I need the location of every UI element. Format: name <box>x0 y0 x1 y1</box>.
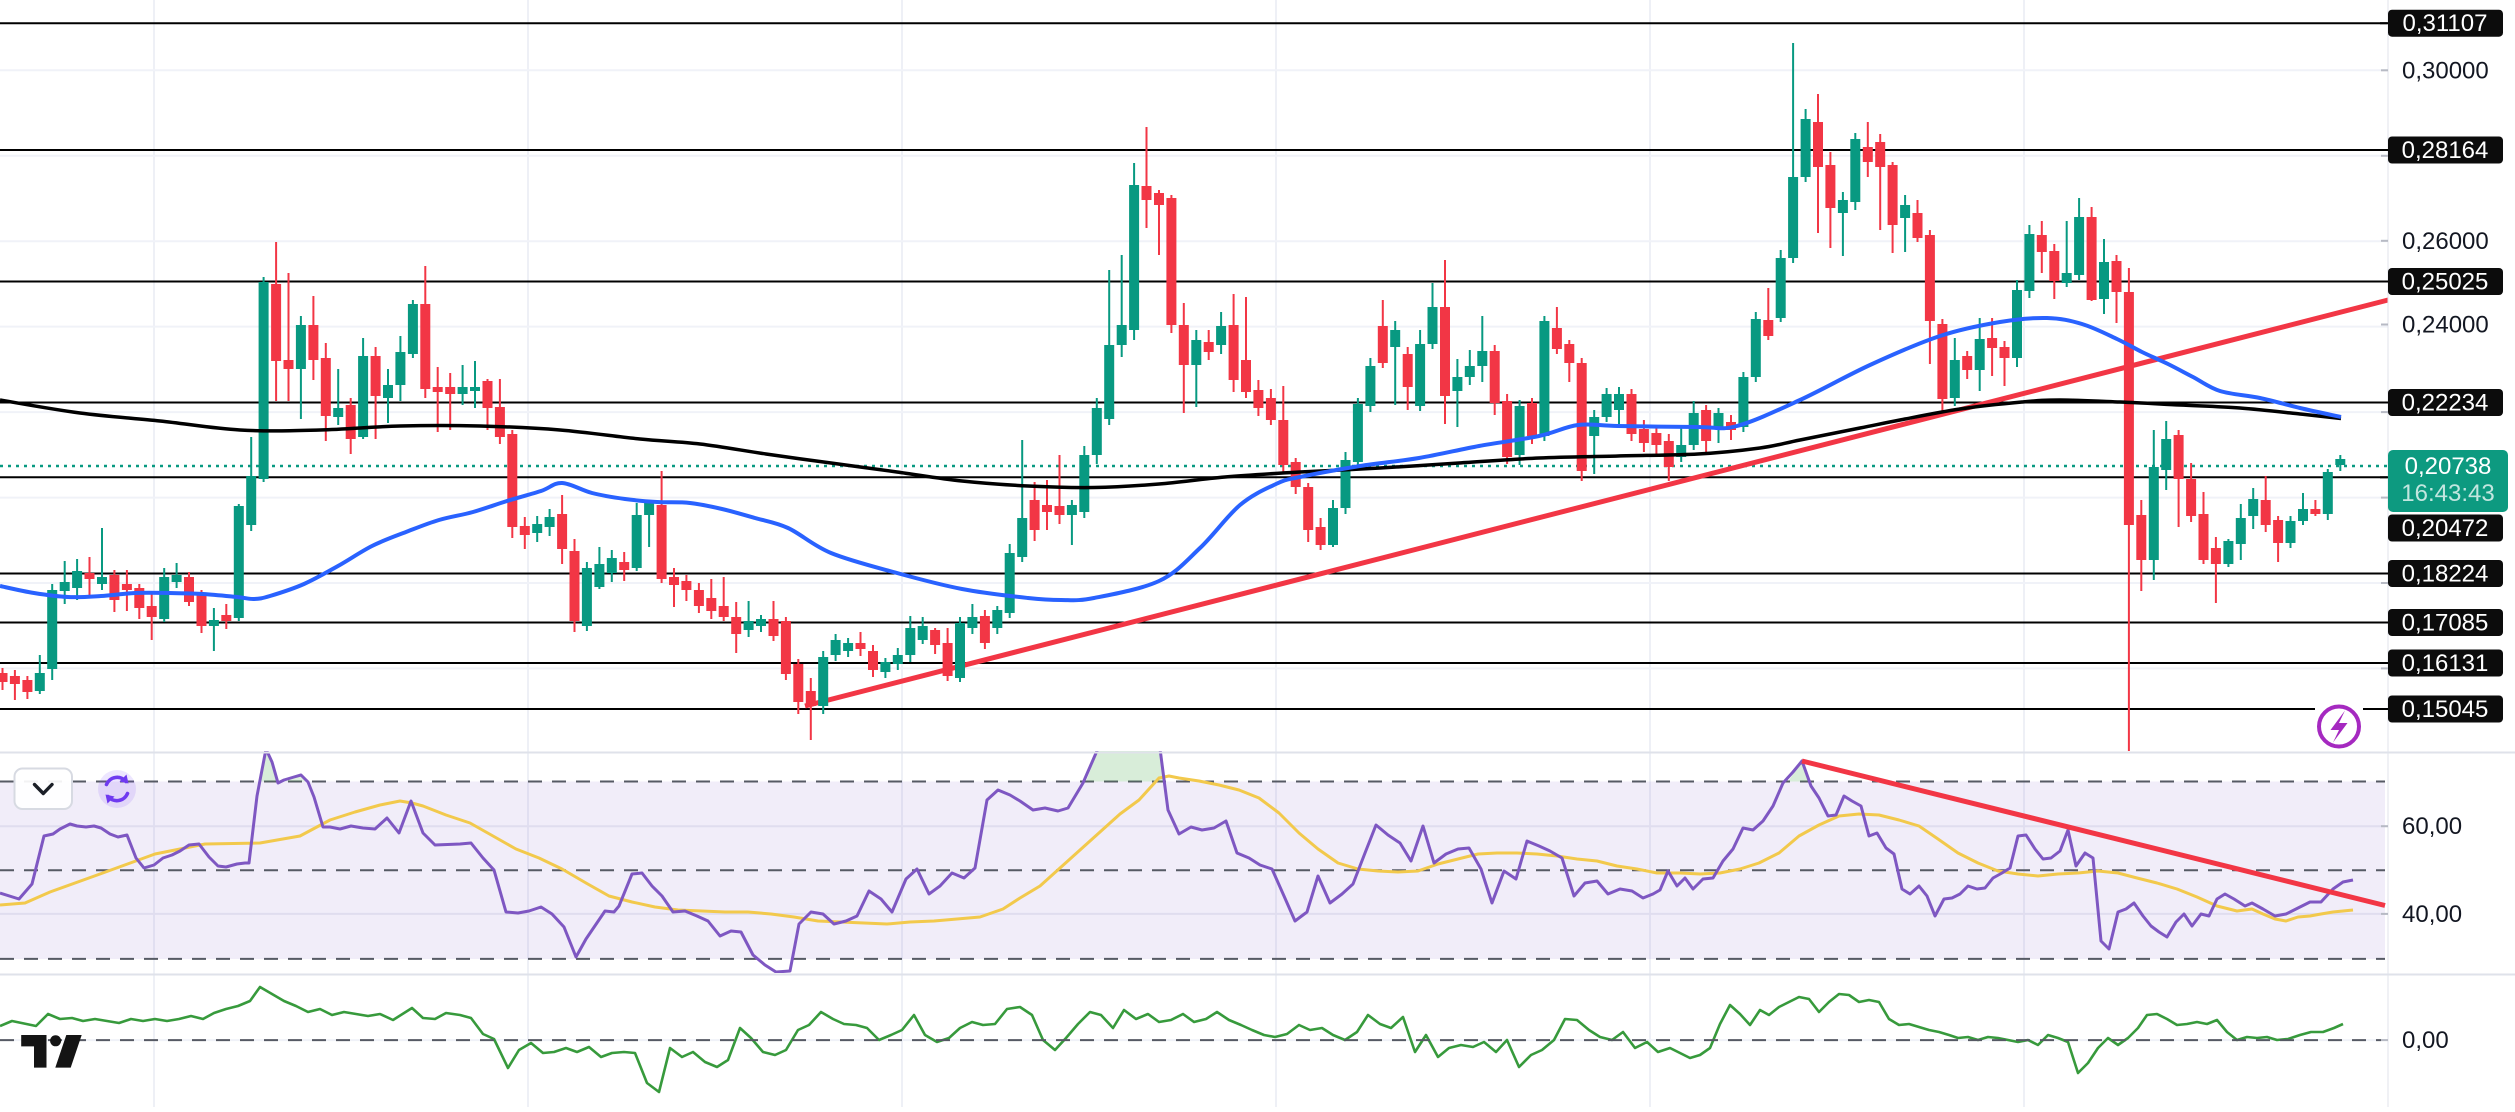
svg-text:16:43:43: 16:43:43 <box>2401 480 2494 507</box>
svg-text:0,26000: 0,26000 <box>2402 228 2489 255</box>
svg-text:0,20472: 0,20472 <box>2402 515 2489 542</box>
svg-text:40,00: 40,00 <box>2402 901 2462 928</box>
svg-text:0,22234: 0,22234 <box>2402 390 2489 417</box>
svg-text:0,00: 0,00 <box>2402 1027 2449 1054</box>
svg-text:0,24000: 0,24000 <box>2402 312 2489 339</box>
svg-text:0,18224: 0,18224 <box>2402 561 2489 588</box>
svg-text:0,15045: 0,15045 <box>2402 696 2489 723</box>
svg-text:60,00: 60,00 <box>2402 813 2462 840</box>
svg-text:0,25025: 0,25025 <box>2402 269 2489 296</box>
svg-text:0,31107: 0,31107 <box>2403 10 2488 37</box>
svg-text:0,28164: 0,28164 <box>2402 137 2489 164</box>
svg-text:0,17085: 0,17085 <box>2402 610 2489 637</box>
svg-text:0,20738: 0,20738 <box>2405 453 2492 480</box>
svg-text:0,16131: 0,16131 <box>2402 650 2489 677</box>
svg-text:0,30000: 0,30000 <box>2402 57 2489 84</box>
